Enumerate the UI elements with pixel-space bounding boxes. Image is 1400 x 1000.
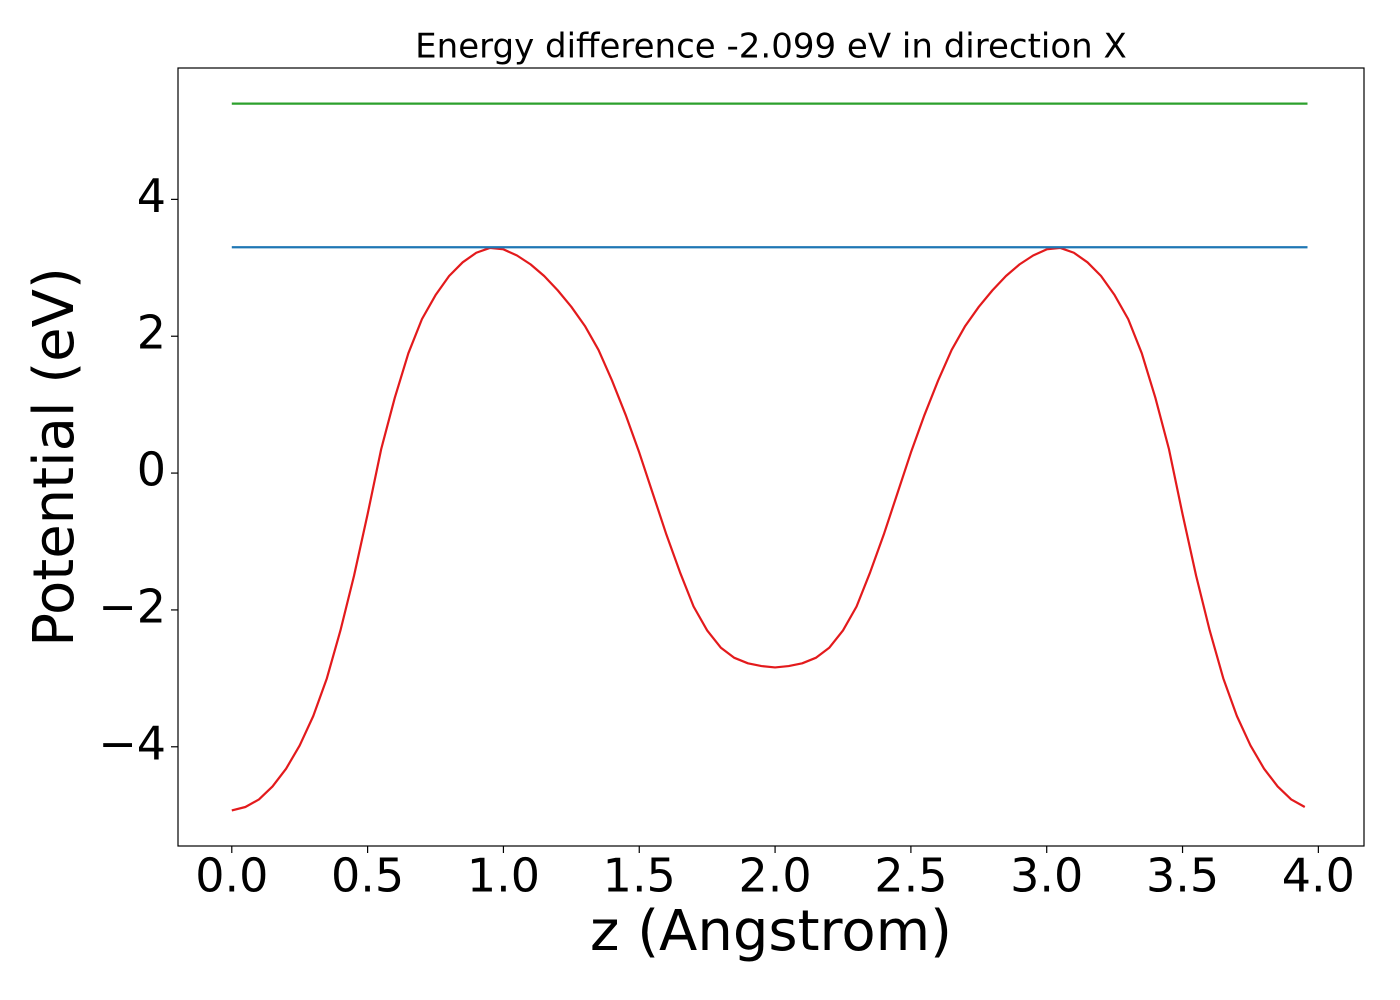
data-line — [231, 246, 1306, 812]
x-tick-label: 2.5 — [874, 849, 947, 903]
x-axis-label: z (Angstrom) — [590, 899, 952, 964]
x-tick-label: 0.0 — [195, 849, 268, 903]
x-tick-label: 2.0 — [738, 849, 811, 903]
y-tick-label: 2 — [137, 306, 166, 360]
chart-title: Energy difference -2.099 eV in direction… — [415, 27, 1127, 67]
x-tick-label: 1.0 — [467, 849, 540, 903]
y-tick-label: −2 — [98, 579, 166, 633]
y-tick-label: −4 — [98, 716, 166, 770]
y-tick-label: 4 — [137, 169, 166, 223]
x-tick-label: 1.5 — [603, 849, 676, 903]
x-tick-label: 0.5 — [331, 849, 404, 903]
y-tick-label: 0 — [137, 443, 166, 497]
y-axis-label: Potential (eV) — [22, 267, 87, 647]
x-tick-label: 3.5 — [1146, 849, 1219, 903]
plot-frame — [177, 67, 1365, 847]
x-tick-label: 4.0 — [1282, 849, 1355, 903]
x-tick-label: 3.0 — [1010, 849, 1083, 903]
